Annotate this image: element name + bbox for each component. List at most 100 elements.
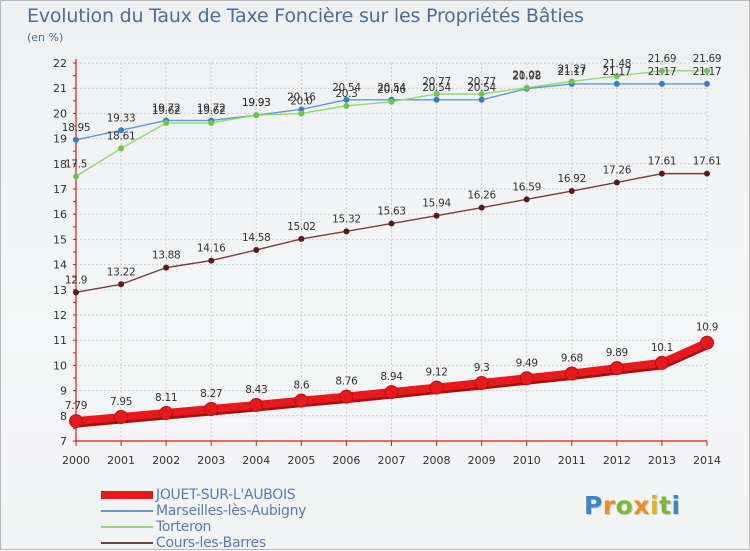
x-tick-label: 2005 xyxy=(287,454,315,467)
data-label: 21.17 xyxy=(603,66,632,78)
data-label: 16.59 xyxy=(512,181,541,193)
data-point xyxy=(433,96,440,103)
y-tick-label: 11 xyxy=(53,334,67,347)
y-tick-label: 13 xyxy=(53,284,67,297)
data-label: 15.32 xyxy=(332,213,361,225)
data-point xyxy=(343,228,350,235)
y-tick-label: 20 xyxy=(53,107,67,120)
y-tick-label: 19 xyxy=(53,133,67,146)
data-point xyxy=(658,170,665,177)
data-label: 16.26 xyxy=(467,190,496,202)
data-point xyxy=(613,73,620,80)
data-label: 19.93 xyxy=(242,97,271,109)
legend-label: JOUET-SUR-L'AUBOIS xyxy=(156,487,296,503)
data-point xyxy=(654,355,669,370)
data-point xyxy=(568,78,575,85)
x-tick-label: 2002 xyxy=(152,454,180,467)
y-tick-label: 17 xyxy=(53,183,67,196)
data-label: 17.5 xyxy=(65,158,87,170)
data-label: 13.22 xyxy=(107,266,136,278)
data-point xyxy=(249,397,264,412)
data-point xyxy=(163,119,170,126)
data-label: 21.17 xyxy=(693,66,722,78)
data-label: 8.11 xyxy=(155,392,177,404)
y-tick-label: 7 xyxy=(60,435,67,448)
data-point xyxy=(343,102,350,109)
data-label: 20.54 xyxy=(422,82,451,94)
data-point xyxy=(163,264,170,271)
data-label: 20.77 xyxy=(467,76,496,88)
y-tick-label: 14 xyxy=(53,259,67,272)
data-label: 9.3 xyxy=(474,362,490,374)
x-tick-label: 2009 xyxy=(468,454,496,467)
data-label: 10.9 xyxy=(696,322,718,334)
data-point xyxy=(388,220,395,227)
data-point xyxy=(519,371,534,386)
data-label: 8.43 xyxy=(245,384,267,396)
data-label: 19.72 xyxy=(152,102,181,114)
data-label: 18.95 xyxy=(62,122,91,134)
data-label: 17.26 xyxy=(603,164,632,176)
data-point xyxy=(523,84,530,91)
data-point xyxy=(73,289,79,296)
data-label: 8.6 xyxy=(293,380,309,392)
data-point xyxy=(478,204,485,211)
data-label: 14.58 xyxy=(242,232,271,244)
x-tick-label: 2006 xyxy=(332,454,360,467)
data-point xyxy=(704,80,710,87)
data-label: 20.54 xyxy=(332,82,361,94)
data-point xyxy=(294,393,309,408)
data-label: 17.61 xyxy=(648,156,677,168)
data-label: 20.54 xyxy=(467,82,496,94)
y-tick-label: 22 xyxy=(53,57,67,70)
legend-item: JOUET-SUR-L'AUBOIS xyxy=(101,487,306,503)
data-point xyxy=(298,110,305,117)
x-tick-label: 2013 xyxy=(648,454,676,467)
data-label: 19.62 xyxy=(152,105,181,117)
data-point xyxy=(568,188,575,195)
y-tick-label: 21 xyxy=(53,82,67,95)
data-point xyxy=(429,380,444,395)
data-label: 9.12 xyxy=(425,367,447,379)
data-point xyxy=(204,401,219,416)
data-point xyxy=(478,96,485,103)
data-point xyxy=(523,196,530,203)
data-label: 20.46 xyxy=(377,84,406,96)
legend-label: Torteron xyxy=(156,519,212,535)
data-label: 14.16 xyxy=(197,243,226,255)
data-label: 20.16 xyxy=(287,91,316,103)
data-label: 17.61 xyxy=(693,156,722,168)
data-label: 21.69 xyxy=(648,53,677,65)
x-tick-label: 2010 xyxy=(513,454,541,467)
data-point xyxy=(433,90,440,97)
data-point xyxy=(298,235,305,242)
x-tick-label: 2004 xyxy=(242,454,270,467)
legend-swatch xyxy=(101,491,153,499)
data-point xyxy=(118,127,125,134)
data-label: 13.88 xyxy=(152,250,181,262)
data-label: 21.17 xyxy=(648,66,677,78)
data-point xyxy=(384,385,399,400)
data-point xyxy=(253,246,260,253)
data-point xyxy=(433,212,440,219)
data-label: 12.9 xyxy=(65,274,87,286)
data-label: 15.94 xyxy=(422,198,451,210)
data-label: 18.61 xyxy=(107,130,136,142)
x-tick-label: 2014 xyxy=(693,454,721,467)
data-point xyxy=(609,361,624,376)
y-tick-label: 16 xyxy=(53,208,67,221)
x-tick-label: 2012 xyxy=(603,454,631,467)
data-label: 20.54 xyxy=(377,82,406,94)
data-label: 21.02 xyxy=(512,70,541,82)
data-point xyxy=(564,366,579,381)
legend-item: Cours-les-Barres xyxy=(101,535,306,551)
data-label: 15.02 xyxy=(287,221,316,233)
data-point xyxy=(118,281,125,288)
chart-legend: JOUET-SUR-L'AUBOIS Marseilles-lès-Aubigny… xyxy=(101,487,306,551)
y-tick-label: 18 xyxy=(53,158,67,171)
data-point xyxy=(658,80,665,87)
x-tick-label: 2011 xyxy=(558,454,586,467)
data-label: 9.89 xyxy=(606,347,628,359)
